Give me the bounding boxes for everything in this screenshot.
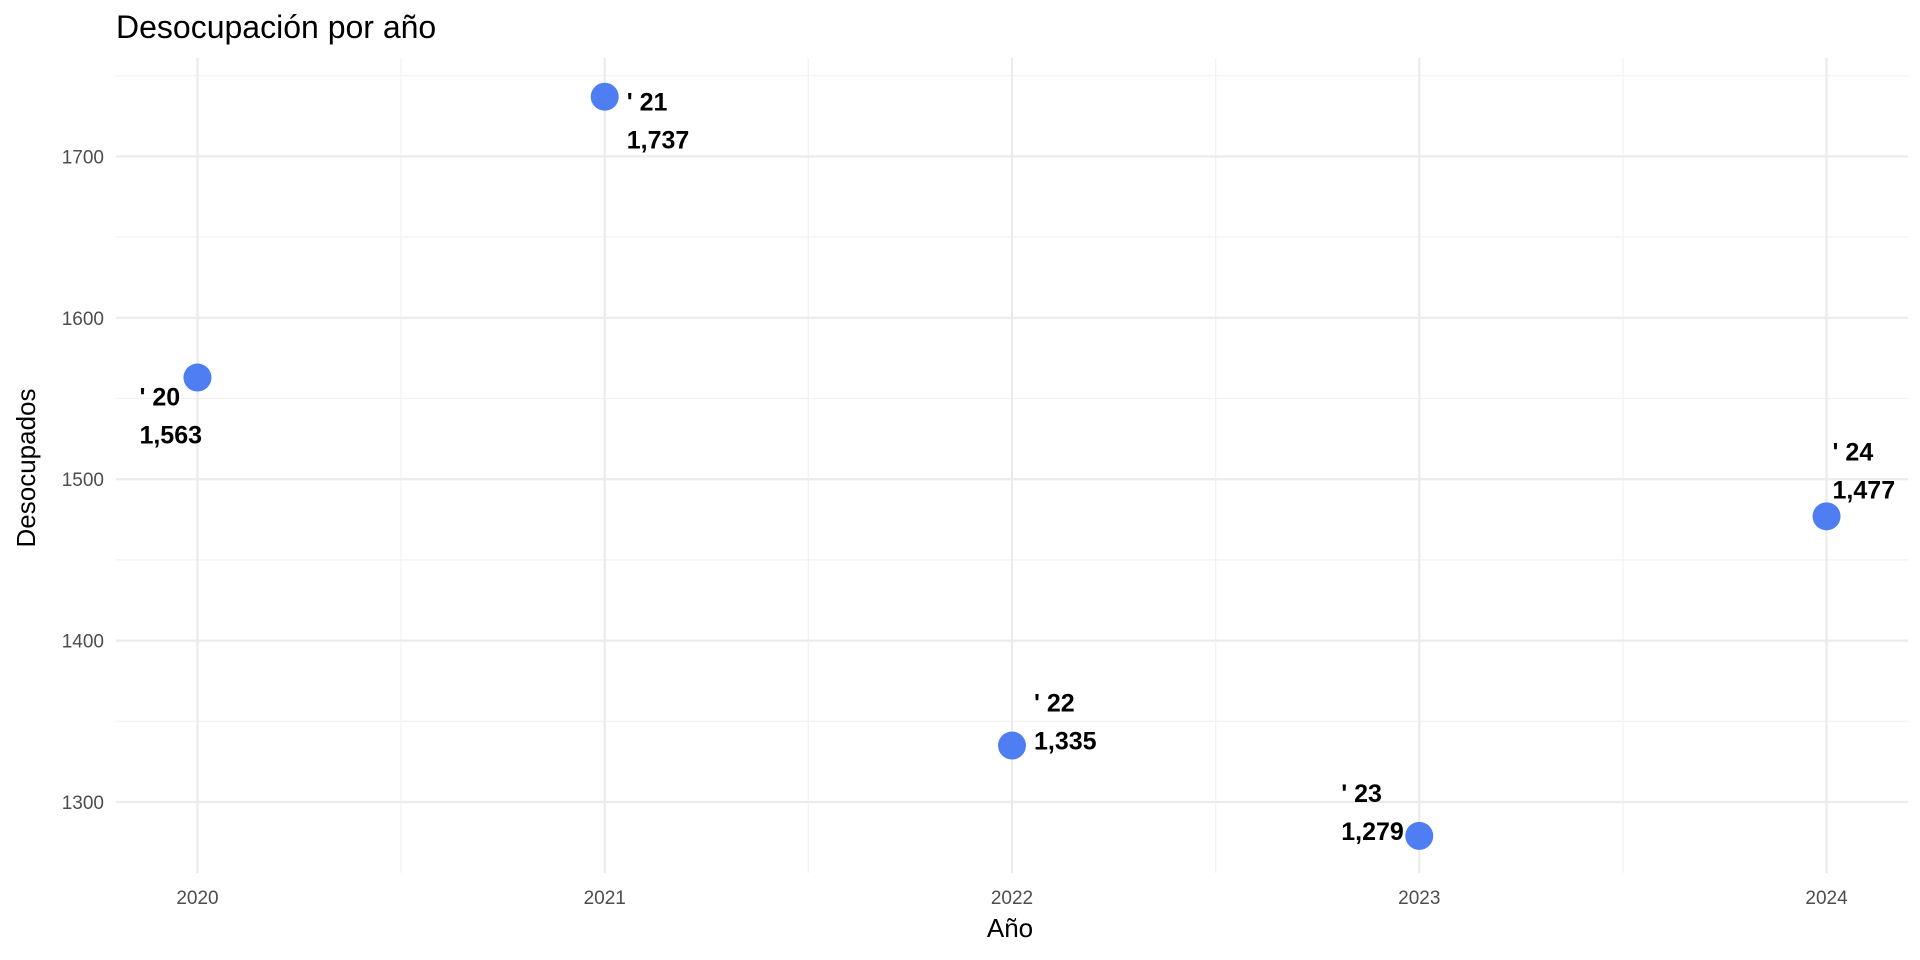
data-point [1405, 821, 1434, 850]
point-labels: ' 20 1,563 ' 21 1,737 ' 22 1,335 ' 23 1,279 ' 24… [139, 89, 1895, 846]
point-year-label: ' 24 [1833, 438, 1874, 466]
point-year-label: ' 21 [627, 89, 668, 117]
y-tick-label: 1300 [62, 793, 104, 814]
data-points [183, 82, 1841, 850]
x-axis-title: Año [987, 913, 1033, 943]
point-year-label: ' 23 [1341, 780, 1382, 808]
point-value-label: 1,335 [1034, 728, 1097, 756]
point-value-label: 1,563 [139, 422, 202, 450]
data-point [590, 82, 619, 111]
y-tick-label: 1600 [62, 309, 104, 330]
point-year-label: ' 22 [1034, 690, 1075, 718]
y-axis-title: Desocupados [11, 389, 41, 548]
x-tick-label: 2022 [991, 888, 1033, 909]
x-tick-label: 2024 [1805, 888, 1848, 909]
y-axis-ticks: 1300 1400 1500 1600 1700 [62, 147, 104, 814]
data-point [998, 731, 1026, 760]
point-value-label: 1,477 [1833, 476, 1896, 504]
y-tick-label: 1700 [62, 147, 104, 168]
major-gridlines [116, 58, 1908, 873]
data-point [183, 363, 212, 392]
x-tick-label: 2020 [176, 888, 218, 909]
chart-title: Desocupación por año [116, 9, 436, 45]
point-year-label: ' 20 [139, 384, 180, 412]
point-value-label: 1,737 [627, 127, 690, 155]
x-tick-label: 2023 [1398, 888, 1440, 909]
data-point [1812, 502, 1841, 531]
y-tick-label: 1500 [62, 470, 104, 491]
x-tick-label: 2021 [584, 888, 626, 909]
y-tick-label: 1400 [62, 632, 104, 653]
x-axis-ticks: 2020 2021 2022 2023 2024 [176, 888, 1848, 909]
point-value-label: 1,279 [1341, 818, 1404, 846]
